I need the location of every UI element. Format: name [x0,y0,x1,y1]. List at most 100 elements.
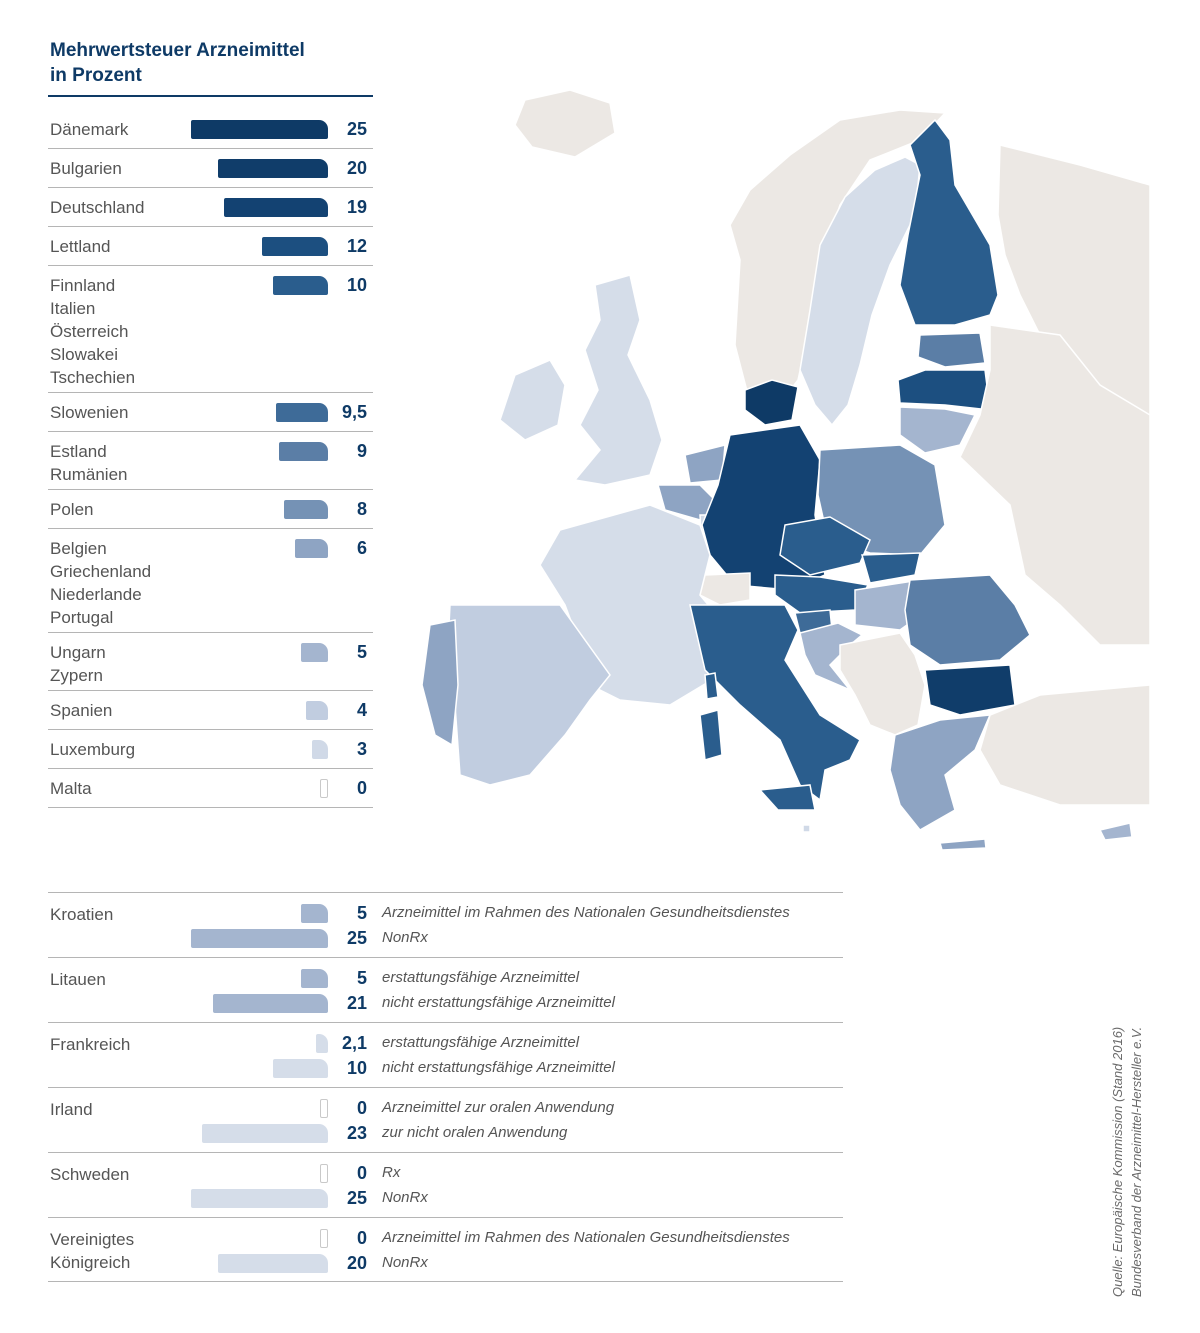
vat-row: Polen 8 [48,490,373,529]
special-bar [273,1059,328,1078]
vat-row: Ungarn Zypern 5 [48,633,373,691]
special-value-label: 5 [356,903,367,923]
chart-title-line1: Mehrwertsteuer Arzneimittel [50,40,305,61]
special-row: Irland 0 Arzneimittel zur oralen Anwendung… [48,1087,843,1152]
country-label: Ungarn [50,643,106,662]
vat-row: Belgien Griechenland Niederlande Portugal 6 [48,529,373,633]
country-label: Königreich [50,1253,131,1272]
vat-bar [306,701,328,720]
country-label: Estland [50,442,107,461]
vat-bar [295,539,328,558]
special-row: Litauen 5 erstattungsfähige Arzneimittel 21… [48,957,843,1022]
vat-bar [191,120,328,139]
map-region-latvia [897,369,991,411]
vat-bar [223,198,328,217]
vat-value-label: 9 [356,441,367,461]
country-label: Italien [50,299,96,318]
map-region-baltic-east [959,324,1151,646]
map-region-austria [774,574,870,614]
map-region-slovakia [861,552,921,584]
special-bar [320,1164,328,1183]
vat-value-label: 5 [356,642,367,662]
special-bar [316,1034,328,1053]
rate-note: NonRx [382,1254,428,1271]
special-value-label: 0 [356,1098,367,1118]
vat-row: Dänemark 25 [48,110,373,149]
rate-note: Arzneimittel im Rahmen des Nationalen Ge… [382,904,790,921]
vat-row: Deutschland 19 [48,188,373,227]
source-note: Quelle: Europäische Kommission (Stand 20… [1108,897,1146,1297]
vat-bar [311,740,328,759]
vat-bar [284,500,328,519]
special-value-label: 20 [346,1253,367,1273]
rate-note: Arzneimittel zur oralen Anwendung [382,1099,615,1116]
special-value-label: 10 [346,1058,367,1078]
vat-row: Bulgarien 20 [48,149,373,188]
map-region-finland [899,118,999,326]
vat-row: Lettland 12 [48,227,373,266]
vat-row: Slowenien 9,5 [48,393,373,432]
vat-row: Finnland Italien Österreich Slowakei Tschech… [48,266,373,393]
vat-row: Luxemburg 3 [48,730,373,769]
map-region-crete [939,838,987,851]
vat-value-label: 9,5 [341,402,367,422]
country-label: Griechenland [50,562,152,581]
source-line-2: Bundesverband der Arzneimittel-Herstelle… [1129,1026,1144,1297]
country-label: Irland [50,1100,93,1119]
vat-bar [262,237,328,256]
rate-note: nicht erstattungsfähige Arzneimittel [382,994,615,1011]
special-bar [320,1099,328,1118]
special-value-label: 21 [346,993,367,1013]
country-label: Belgien [50,539,107,558]
country-label: Kroatien [50,905,114,924]
special-row: Frankreich 2,1 erstattungsfähige Arzneimit… [48,1022,843,1087]
special-bar [191,1189,328,1208]
rate-note: zur nicht oralen Anwendung [382,1124,568,1141]
country-label: Malta [50,779,92,798]
vat-row: Malta 0 [48,769,373,808]
country-label: Österreich [50,322,129,341]
country-label: Litauen [50,970,106,989]
source-line-1: Quelle: Europäische Kommission (Stand 20… [1110,1026,1125,1297]
map-region-sardinia [699,709,723,761]
map-region-turkey [979,684,1151,806]
chart-title-line2: in Prozent [50,65,142,86]
country-label: Frankreich [50,1035,131,1054]
map-region-uk [573,274,663,486]
vat-value-label: 20 [346,158,367,178]
special-value-label: 2,1 [341,1033,367,1053]
country-label: Portugal [50,608,114,627]
special-bar [320,1229,328,1248]
map-region-malta [802,824,811,833]
country-label: Spanien [50,701,113,720]
map-region-bulgaria [924,664,1016,716]
special-bar [191,929,328,948]
map-region-croatia [799,622,864,691]
country-label: Finnland [50,276,116,295]
vat-value-label: 10 [346,275,367,295]
chart-title: Mehrwertsteuer Arzneimittel in Prozent [50,38,380,88]
map-region-lithuania [899,406,977,454]
country-label: Dänemark [50,120,129,139]
special-row: Vereinigtes Königreich 0 Arzneimittel im Ra… [48,1217,843,1282]
map-region-balkans [839,632,926,736]
map-region-italy [689,604,861,802]
map-region-ireland [499,359,566,441]
map-region-netherlands [684,444,726,484]
country-label: Polen [50,500,94,519]
country-label: Vereinigtes [50,1230,135,1249]
vat-bar [273,276,328,295]
vat-row: Estland Rumänien 9 [48,432,373,490]
rate-note: NonRx [382,1189,428,1206]
special-row: Schweden 0 Rx 25 NonRx [48,1152,843,1217]
vat-value-label: 12 [346,236,367,256]
country-label: Zypern [50,666,103,685]
vat-bar [320,779,328,798]
country-label: Slowakei [50,345,119,364]
special-value-label: 25 [346,928,367,948]
map-region-czechia [779,516,871,576]
rate-note: Rx [382,1164,401,1181]
rate-note: Arzneimittel im Rahmen des Nationalen Ge… [382,1229,790,1246]
special-bar [201,1124,328,1143]
map-region-corsica [704,672,719,700]
